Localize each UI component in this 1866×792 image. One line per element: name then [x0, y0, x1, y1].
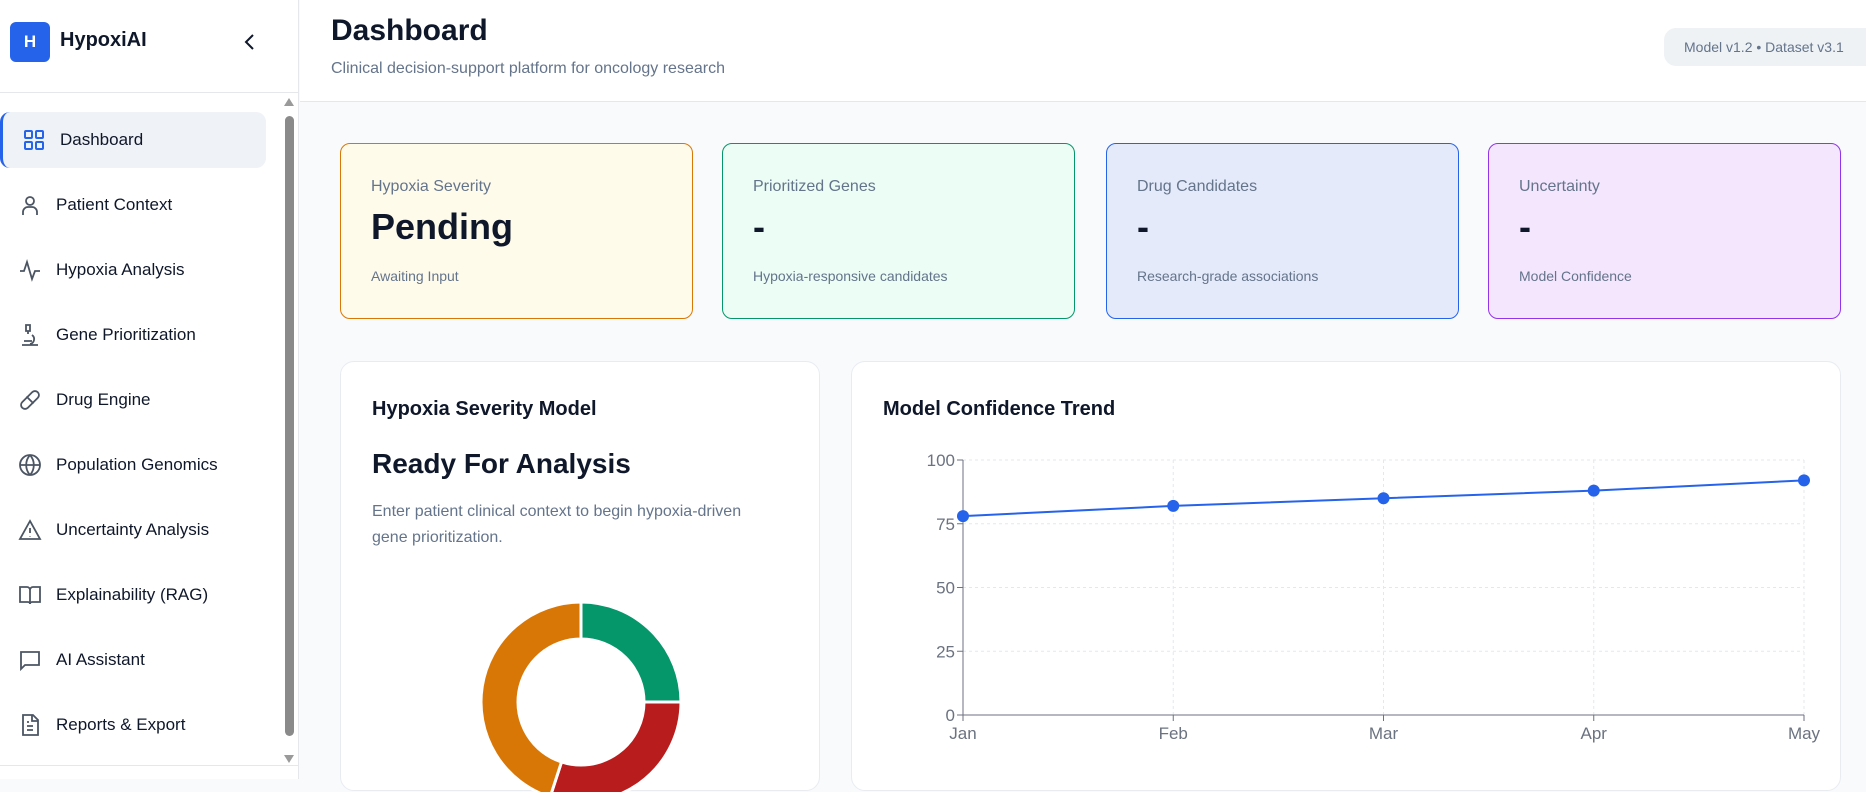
- logo: H: [10, 22, 50, 62]
- sidebar-item-label: AI Assistant: [56, 650, 145, 669]
- sidebar-item-explainability[interactable]: Explainability (RAG): [0, 567, 266, 623]
- x-tick-label: Jan: [949, 724, 976, 743]
- card-drug-candidates: Drug Candidates - Research-grade associa…: [1106, 143, 1459, 319]
- divider: [0, 92, 299, 93]
- page-subtitle: Clinical decision-support platform for o…: [331, 60, 725, 77]
- pill-icon: [20, 390, 40, 410]
- card-uncertainty: Uncertainty - Model Confidence: [1488, 143, 1841, 319]
- donut-slice[interactable]: [479, 600, 583, 792]
- sidebar-item-ai-assistant[interactable]: AI Assistant: [0, 632, 266, 688]
- sidebar-item-hypoxia-analysis[interactable]: Hypoxia Analysis: [0, 242, 266, 298]
- scrollbar-thumb[interactable]: [285, 116, 294, 736]
- severity-model-panel: Hypoxia Severity Model Ready For Analysi…: [340, 361, 820, 792]
- version-badge: Model v1.2 • Dataset v3.1: [1664, 28, 1866, 66]
- book-icon: [19, 586, 41, 605]
- sidebar-item-label: Hypoxia Analysis: [56, 260, 185, 279]
- y-tick-label: 75: [936, 515, 955, 534]
- sidebar-item-reports-export[interactable]: Reports & Export: [0, 697, 266, 753]
- page-title: Dashboard: [331, 14, 488, 47]
- card-subtext: Awaiting Input: [371, 268, 459, 284]
- data-point[interactable]: [957, 510, 969, 523]
- card-subtext: Hypoxia-responsive candidates: [753, 268, 948, 284]
- card-value: -: [1137, 206, 1149, 247]
- grid-icon: [24, 130, 44, 150]
- card-label: Prioritized Genes: [753, 178, 876, 195]
- donut-slice[interactable]: [550, 700, 683, 792]
- sidebar-item-label: Population Genomics: [56, 455, 218, 474]
- card-value: -: [1519, 206, 1531, 247]
- analysis-status: Ready For Analysis: [372, 448, 631, 479]
- card-label: Drug Candidates: [1137, 178, 1258, 195]
- x-tick-label: Mar: [1369, 724, 1399, 743]
- card-subtext: Model Confidence: [1519, 268, 1632, 284]
- card-value: -: [753, 206, 765, 247]
- scroll-up-arrow-icon[interactable]: [284, 98, 294, 106]
- sidebar-item-label: Explainability (RAG): [56, 585, 209, 604]
- data-point[interactable]: [1167, 499, 1180, 512]
- card-label: Hypoxia Severity: [371, 178, 492, 195]
- x-tick-label: Feb: [1159, 724, 1188, 743]
- sidebar-item-patient-context[interactable]: Patient Context: [0, 177, 266, 233]
- y-tick-label: 25: [936, 642, 955, 661]
- card-subtext: Research-grade associations: [1137, 268, 1319, 284]
- user-icon: [22, 196, 38, 215]
- y-tick-label: 50: [936, 579, 955, 598]
- sidebar-item-label: Reports & Export: [56, 715, 186, 734]
- activity-icon: [20, 258, 40, 282]
- divider: [0, 765, 299, 766]
- sidebar-scrollbar[interactable]: [283, 98, 296, 763]
- panel-title: Hypoxia Severity Model: [372, 398, 597, 420]
- globe-icon: [19, 454, 41, 476]
- warning-icon: [18, 519, 42, 540]
- data-point[interactable]: [1587, 484, 1600, 497]
- collapse-sidebar-button[interactable]: [240, 28, 260, 56]
- panel-title: Model Confidence Trend: [883, 398, 1116, 420]
- sidebar-item-label: Patient Context: [56, 195, 173, 214]
- x-tick-label: Apr: [1581, 724, 1608, 743]
- sidebar-item-label: Drug Engine: [56, 390, 151, 409]
- card-prioritized-genes: Prioritized Genes - Hypoxia-responsive c…: [722, 143, 1075, 319]
- y-tick-label: 100: [927, 451, 955, 470]
- card-value: Pending: [371, 206, 513, 247]
- y-tick-label: 0: [946, 706, 955, 725]
- brand-name: HypoxiAI: [60, 29, 147, 51]
- scroll-down-arrow-icon[interactable]: [284, 755, 294, 763]
- sidebar-item-label: Uncertainty Analysis: [56, 520, 210, 539]
- page-header: Dashboard Clinical decision-support plat…: [300, 0, 1866, 102]
- sidebar-item-dashboard[interactable]: Dashboard: [0, 112, 266, 168]
- sidebar-item-drug-engine[interactable]: Drug Engine: [0, 372, 266, 428]
- data-point[interactable]: [1377, 492, 1390, 505]
- confidence-trend-panel: Model Confidence Trend 0 25 50 75 100 Jan Feb M…: [851, 361, 1841, 791]
- confidence-line-chart: 0 25 50 75 100 Jan Feb Mar Apr May: [927, 451, 1821, 743]
- sidebar-item-gene-prioritization[interactable]: Gene Prioritization: [0, 307, 266, 363]
- sidebar-item-label: Gene Prioritization: [56, 325, 196, 344]
- severity-donut-chart: [479, 600, 683, 792]
- sidebar-item-label: Dashboard: [60, 130, 144, 149]
- message-icon: [20, 651, 40, 672]
- card-label: Uncertainty: [1519, 178, 1600, 195]
- donut-slice[interactable]: [579, 600, 683, 704]
- data-point[interactable]: [1798, 474, 1810, 487]
- card-hypoxia-severity: Hypoxia Severity Pending Awaiting Input: [340, 143, 693, 319]
- sidebar-item-uncertainty-analysis[interactable]: Uncertainty Analysis: [0, 502, 266, 558]
- file-icon: [22, 714, 39, 736]
- sidebar-nav: Dashboard Patient Context Hypoxia Analys…: [0, 112, 280, 762]
- x-tick-label: May: [1788, 724, 1821, 743]
- chevron-left-icon: [244, 34, 254, 50]
- microscope-icon: [22, 324, 38, 346]
- panel-description: Enter patient clinical context to begin …: [372, 503, 742, 546]
- sidebar-item-population-genomics[interactable]: Population Genomics: [0, 437, 266, 493]
- sidebar: H HypoxiAI Dashboard Patient Context Hyp…: [0, 0, 299, 779]
